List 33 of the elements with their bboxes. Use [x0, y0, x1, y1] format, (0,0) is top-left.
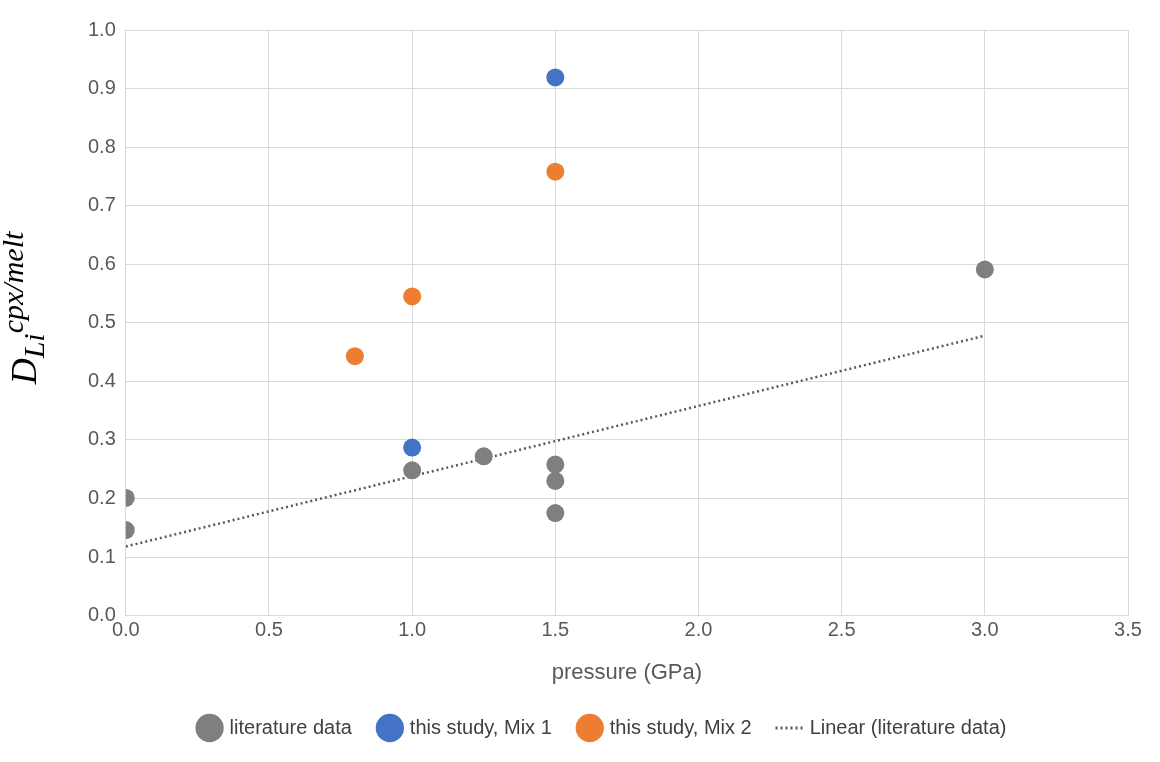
x-tick-label: 3.0	[970, 618, 999, 641]
point	[546, 68, 565, 87]
y-tick-label: 0.6	[87, 251, 116, 274]
y-tick-label: 0.2	[87, 486, 116, 508]
x-tick-label: 2.0	[684, 618, 713, 641]
y-tick-label: 0.4	[87, 368, 116, 391]
legend-label: Linear (literature data)	[809, 715, 1007, 738]
x-tick-label: 1.0	[398, 618, 427, 641]
point	[975, 260, 994, 279]
x-tick-label: 0.5	[255, 618, 283, 641]
y-tick-label: 0.1	[87, 544, 116, 567]
point	[403, 461, 422, 480]
legend-label: this study, Mix 2	[609, 715, 752, 738]
y-tick-label: 0.3	[87, 427, 116, 450]
y-tick-label: 0.8	[87, 134, 116, 157]
x-tick-label: 3.5	[1114, 618, 1142, 641]
legend-label: literature data	[229, 715, 353, 738]
point	[345, 347, 364, 366]
point	[474, 447, 493, 466]
legend-label: this study, Mix 1	[409, 715, 552, 738]
point	[403, 287, 422, 306]
x-tick-label: 2.5	[827, 618, 856, 641]
x-axis-title: pressure (GPa)	[551, 658, 703, 684]
point	[546, 504, 565, 523]
y-tick-label: 0.9	[87, 76, 116, 99]
y-tick-label: 0.7	[87, 193, 116, 216]
point	[403, 438, 422, 457]
x-tick-label: 1.5	[541, 618, 570, 641]
y-tick-label: 1.0	[87, 17, 116, 40]
point	[546, 455, 565, 474]
point	[546, 162, 565, 181]
y-tick-label: 0.5	[87, 310, 116, 333]
point	[546, 471, 565, 490]
